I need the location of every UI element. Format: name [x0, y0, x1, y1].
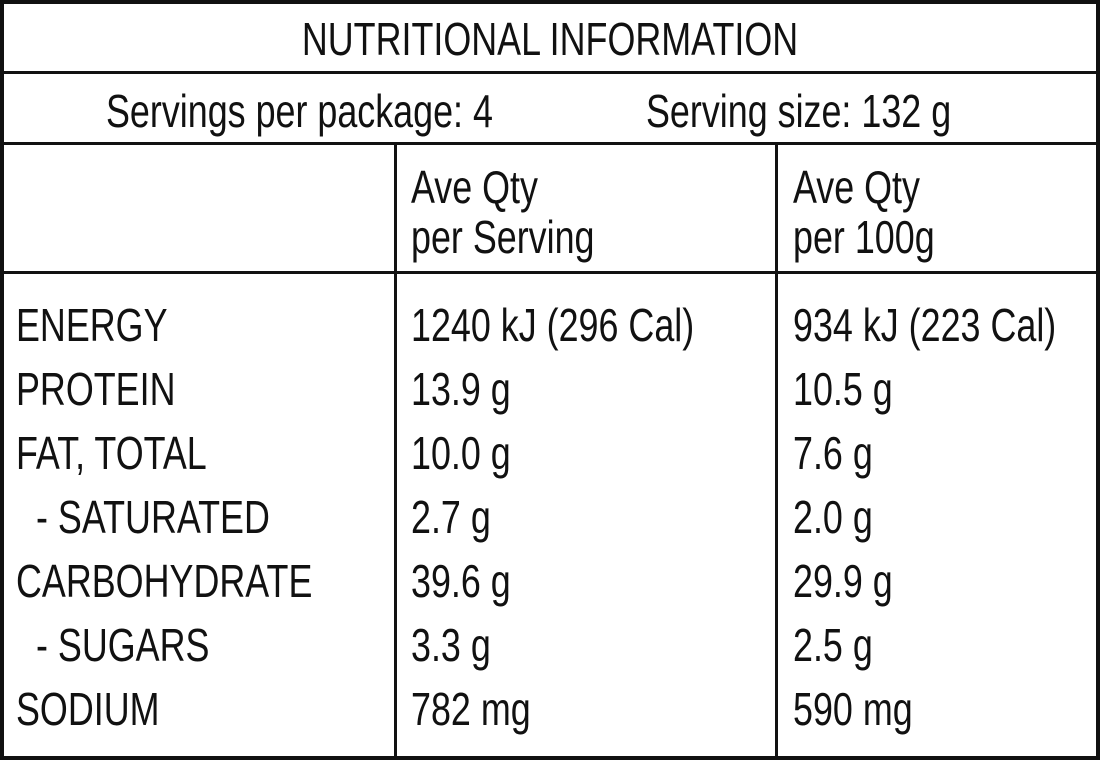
row-label: FAT, TOTAL [16, 427, 207, 479]
cell-value: 2.0 g [793, 491, 873, 543]
title: NUTRITIONAL INFORMATION [301, 13, 799, 65]
row-label: PROTEIN [16, 363, 176, 415]
border [0, 0, 1100, 4]
row-label: - SUGARS [36, 619, 210, 671]
row-label: - SATURATED [36, 491, 270, 543]
cell-value: 29.9 g [793, 555, 893, 607]
column-header: per Serving [411, 211, 595, 263]
border [1096, 0, 1100, 760]
cell-value: 934 kJ (223 Cal) [793, 299, 1057, 351]
divider [0, 142, 1100, 145]
cell-value: 7.6 g [793, 427, 873, 479]
divider [394, 142, 397, 760]
serving-size: Serving size: 132 g [646, 85, 952, 137]
cell-value: 10.0 g [411, 427, 511, 479]
row-label: ENERGY [16, 299, 168, 351]
cell-value: 2.7 g [411, 491, 491, 543]
cell-value: 10.5 g [793, 363, 893, 415]
cell-value: 13.9 g [411, 363, 511, 415]
column-header: per 100g [793, 211, 935, 263]
divider [775, 142, 778, 760]
divider [0, 71, 1100, 74]
border [0, 756, 1100, 760]
cell-value: 39.6 g [411, 555, 511, 607]
border [0, 0, 4, 760]
column-header: Ave Qty [793, 161, 920, 213]
divider [0, 271, 1100, 274]
cell-value: 590 mg [793, 683, 913, 735]
cell-value: 3.3 g [411, 619, 491, 671]
cell-value: 782 mg [411, 683, 531, 735]
row-label: CARBOHYDRATE [16, 555, 313, 607]
row-label: SODIUM [16, 683, 160, 735]
cell-value: 2.5 g [793, 619, 873, 671]
cell-value: 1240 kJ (296 Cal) [411, 299, 695, 351]
servings-per-package: Servings per package: 4 [106, 85, 493, 137]
column-header: Ave Qty [411, 161, 538, 213]
